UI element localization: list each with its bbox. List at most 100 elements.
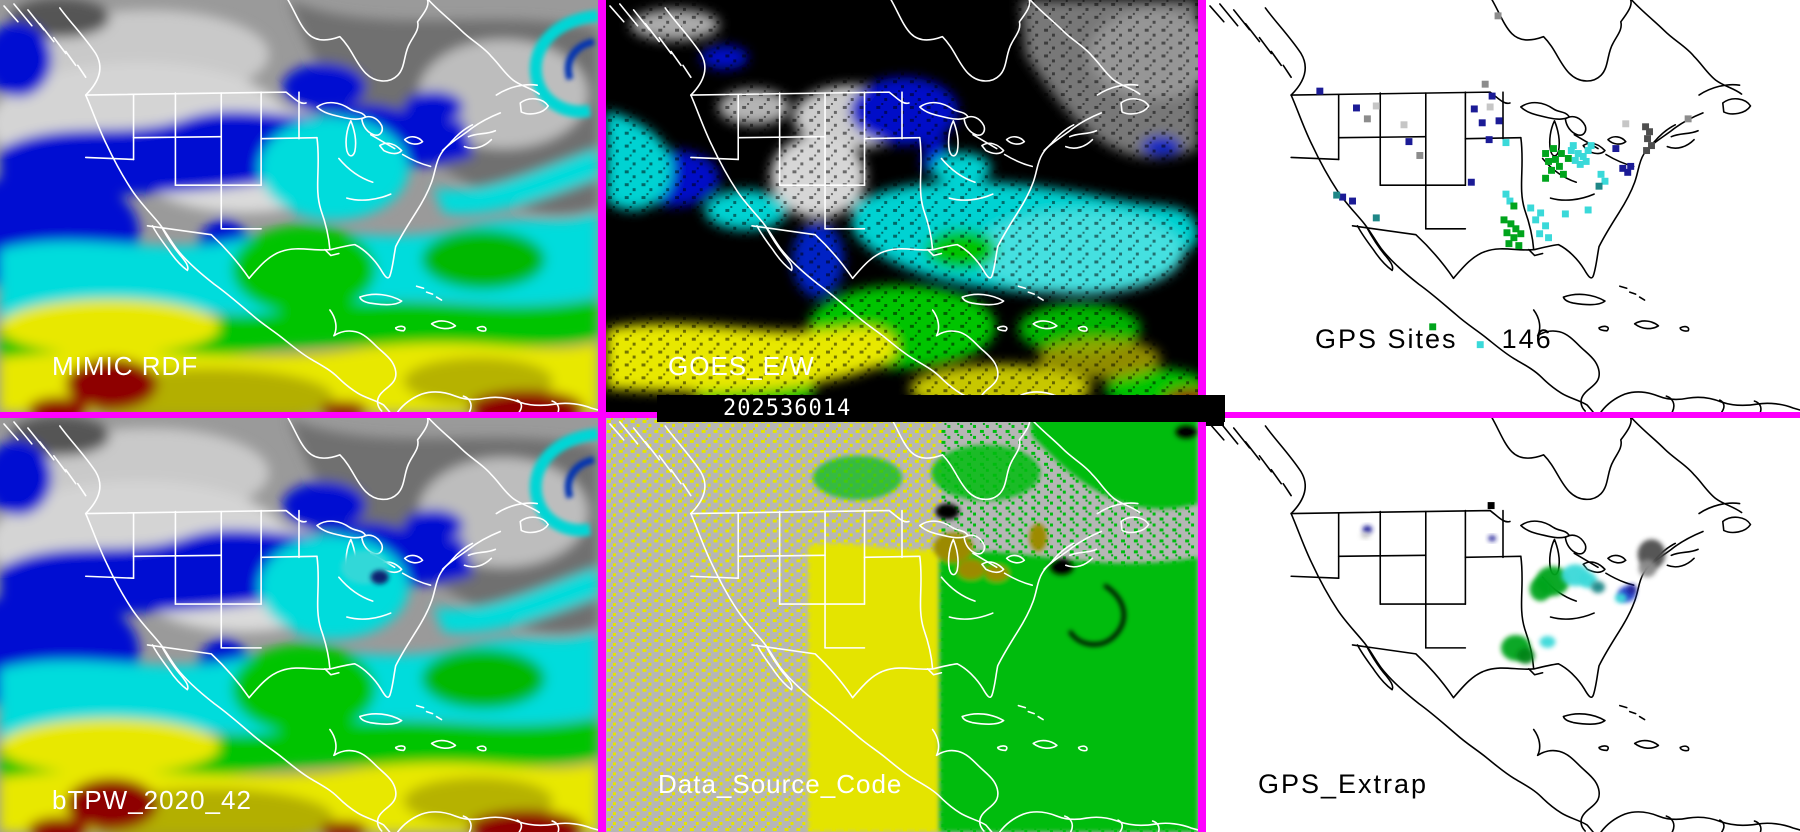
gps-extrap-dots — [1487, 502, 1495, 510]
gps-site-marker — [1470, 105, 1478, 113]
gps-site-marker — [1542, 222, 1550, 230]
gps-site-marker — [1486, 103, 1494, 111]
gps-extrap-region — [1529, 577, 1552, 602]
panel-goes-ew: GOES_E/W — [606, 0, 1198, 412]
gps-site-marker — [1569, 142, 1577, 150]
gps-sites-map — [1206, 0, 1800, 412]
gps-site-marker — [1545, 234, 1553, 242]
gps-site-marker — [1542, 174, 1550, 182]
gps-site-marker — [1405, 138, 1413, 146]
gps-site-marker — [1642, 123, 1650, 131]
gps-site-marker — [1316, 87, 1324, 95]
gps-site-marker — [1552, 155, 1559, 163]
gps-site-marker — [1349, 197, 1356, 205]
gps-site-marker — [1537, 209, 1545, 217]
panel-gps-sites: GPS Sites 146 — [1206, 0, 1800, 412]
gps-site-marker — [1627, 162, 1635, 170]
gps-extrap-region — [1626, 584, 1637, 595]
gps-site-marker — [1500, 216, 1508, 224]
gps-site-marker — [1507, 220, 1515, 228]
gps-site-marker — [1557, 150, 1565, 157]
gps-site-marker — [1584, 206, 1592, 214]
gps-site-marker — [1467, 178, 1475, 186]
gps-sites-dots — [1316, 12, 1692, 349]
btpw-imagery — [0, 418, 598, 832]
timestamp-bar-remnant — [1206, 418, 1224, 426]
gps-extrap-map — [1206, 418, 1800, 832]
timestamp-text: 202536014 — [723, 396, 852, 421]
gps-site-marker — [1487, 502, 1495, 510]
panel-mimic-rdf: MIMIC RDF — [0, 0, 598, 412]
gps-site-marker — [1515, 242, 1523, 250]
gps-site-marker — [1684, 115, 1692, 123]
panel-data-source-code: Data_Source_Code — [606, 418, 1198, 832]
gps-site-marker — [1542, 150, 1550, 157]
gps-site-marker — [1576, 160, 1584, 168]
gps-site-marker — [1571, 156, 1579, 164]
gps-site-marker — [1648, 142, 1655, 150]
gps-site-marker — [1353, 104, 1360, 112]
gps-site-marker — [1587, 142, 1595, 150]
gps-site-marker — [1624, 168, 1632, 176]
gps-site-marker — [1505, 240, 1513, 248]
gps-site-marker — [1548, 166, 1555, 174]
mimic-imagery — [0, 0, 598, 412]
gps-site-marker — [1545, 157, 1553, 165]
gps-site-marker — [1333, 191, 1341, 199]
gps-site-marker — [1372, 102, 1380, 110]
gps-site-marker — [1478, 119, 1486, 127]
gps-site-marker — [1579, 153, 1587, 160]
gps-site-marker — [1506, 197, 1514, 205]
gps-site-marker — [1510, 234, 1518, 242]
goes-imagery — [606, 0, 1198, 412]
gps-site-marker — [1561, 210, 1569, 218]
panel-btpw: bTPW_2020_42 — [0, 418, 598, 832]
gps-site-marker — [1502, 190, 1510, 198]
gps-extrap-region — [1360, 532, 1371, 539]
gps-site-marker — [1595, 182, 1603, 190]
gps-site-marker — [1582, 157, 1590, 165]
gps-site-marker — [1601, 177, 1609, 185]
gps-site-marker — [1494, 12, 1502, 20]
gps-site-marker — [1536, 230, 1544, 238]
gps-site-marker — [1429, 323, 1437, 331]
gps-site-marker — [1517, 230, 1525, 238]
timestamp-bar: 202536014 — [657, 395, 1225, 422]
gps-site-marker — [1510, 202, 1518, 210]
gps-site-marker — [1488, 92, 1496, 100]
gps-site-marker — [1485, 136, 1493, 144]
gps-site-marker — [1416, 152, 1424, 159]
gps-extrap-region — [1516, 647, 1535, 664]
data-source-imagery — [606, 418, 1198, 832]
gps-site-marker — [1512, 225, 1520, 233]
gps-extrap-region — [1539, 635, 1556, 648]
gps-extrap-region — [1638, 559, 1657, 578]
gps-site-marker — [1481, 80, 1489, 88]
gps-site-marker — [1646, 128, 1653, 136]
gps-site-marker — [1372, 214, 1380, 222]
gps-extrap-region — [1488, 535, 1497, 542]
gps-site-marker — [1527, 204, 1535, 212]
gps-extrap-blobs — [1360, 525, 1666, 664]
gps-site-marker — [1597, 170, 1605, 178]
gps-site-marker — [1555, 162, 1563, 170]
gps-site-marker — [1644, 135, 1652, 143]
gps-site-marker — [1643, 147, 1651, 155]
gps-site-marker — [1476, 341, 1484, 349]
gps-site-marker — [1503, 229, 1511, 237]
gps-site-marker — [1502, 139, 1510, 147]
gps-site-marker — [1619, 164, 1627, 172]
gps-extrap-region — [1591, 581, 1605, 594]
panel-gps-extrap: GPS_Extrap — [1206, 418, 1800, 832]
gps-extrap-region — [1614, 593, 1627, 604]
gps-site-marker — [1567, 147, 1575, 155]
gps-site-marker — [1532, 216, 1540, 224]
gps-site-marker — [1574, 150, 1582, 157]
gps-site-marker — [1550, 145, 1557, 153]
gps-site-marker — [1559, 170, 1567, 178]
gps-site-marker — [1400, 121, 1408, 129]
gps-site-marker — [1564, 154, 1572, 162]
gps-site-marker — [1339, 193, 1347, 201]
gps-site-marker — [1612, 145, 1620, 153]
